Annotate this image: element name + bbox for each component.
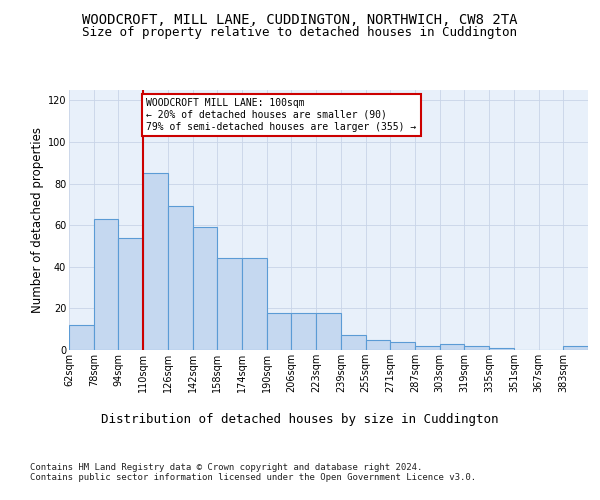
Text: Size of property relative to detached houses in Cuddington: Size of property relative to detached ho…: [83, 26, 517, 39]
Bar: [217, 258, 242, 350]
Text: WOODCROFT MILL LANE: 100sqm
← 20% of detached houses are smaller (90)
79% of sem: WOODCROFT MILL LANE: 100sqm ← 20% of det…: [146, 98, 416, 132]
Bar: [292, 312, 316, 350]
Bar: [440, 344, 464, 350]
Bar: [69, 325, 94, 350]
Y-axis label: Number of detached properties: Number of detached properties: [31, 127, 44, 313]
Text: Distribution of detached houses by size in Cuddington: Distribution of detached houses by size …: [101, 412, 499, 426]
Bar: [489, 348, 514, 350]
Bar: [193, 228, 217, 350]
Bar: [316, 312, 341, 350]
Bar: [168, 206, 193, 350]
Bar: [143, 173, 168, 350]
Bar: [94, 219, 118, 350]
Bar: [341, 336, 365, 350]
Bar: [242, 258, 267, 350]
Bar: [415, 346, 440, 350]
Bar: [267, 312, 292, 350]
Bar: [390, 342, 415, 350]
Text: WOODCROFT, MILL LANE, CUDDINGTON, NORTHWICH, CW8 2TA: WOODCROFT, MILL LANE, CUDDINGTON, NORTHW…: [82, 12, 518, 26]
Bar: [365, 340, 390, 350]
Bar: [118, 238, 143, 350]
Bar: [563, 346, 588, 350]
Bar: [464, 346, 489, 350]
Text: Contains HM Land Registry data © Crown copyright and database right 2024.
Contai: Contains HM Land Registry data © Crown c…: [30, 462, 476, 482]
